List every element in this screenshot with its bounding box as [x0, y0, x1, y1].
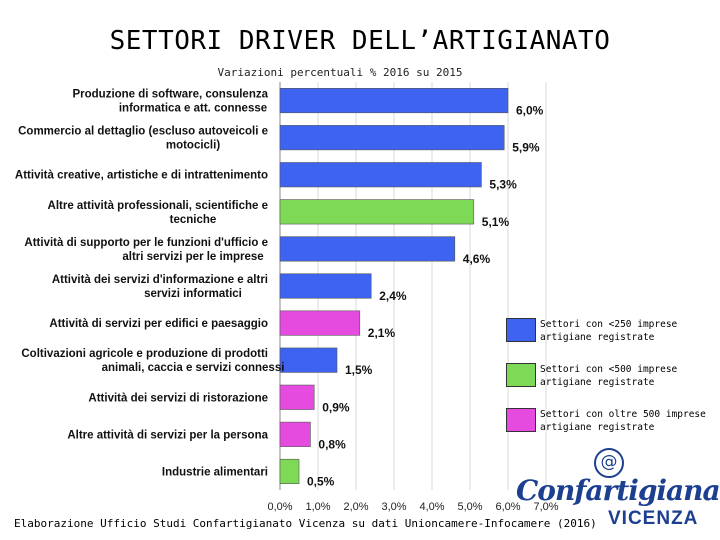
category-label-line: Industrie alimentari	[162, 466, 268, 478]
category-label-line: Attività di supporto per le funzioni d'u…	[24, 237, 268, 249]
category-label-line: Produzione di software, consulenza	[72, 89, 268, 101]
category-label: Altre attività professionali, scientific…	[48, 200, 268, 226]
category-label-line: motocicli)	[166, 140, 220, 152]
category-label: Attività dei servizi d'informazione e al…	[52, 274, 268, 300]
bar	[279, 458, 300, 484]
category-label-line: Attività dei servizi di ristorazione	[88, 392, 268, 404]
bar	[279, 273, 372, 299]
category-label-line: Attività creative, artistiche e di intra…	[15, 170, 268, 182]
bar	[279, 236, 456, 262]
category-label: Commercio al dettaglio (escluso autoveic…	[18, 126, 268, 152]
at-sign-icon: @	[594, 448, 624, 478]
source-note: Elaborazione Ufficio Studi Confartigiana…	[14, 517, 597, 530]
data-label: 2,4%	[379, 289, 407, 303]
legend-label-green: Settori con <500 imprese artigiane regis…	[540, 364, 678, 388]
x-tick-label: 3,0%	[381, 501, 406, 513]
data-label: 6,0%	[516, 104, 544, 118]
category-label-line: informatica e att. connesse	[119, 103, 267, 115]
legend-item-magenta: Settori con oltre 500 imprese artigiane …	[506, 408, 716, 438]
bar	[279, 162, 482, 188]
data-label: 5,9%	[512, 141, 540, 155]
category-label: Produzione di software, consulenza inform…	[72, 89, 268, 115]
data-label: 5,1%	[482, 215, 510, 229]
bar	[279, 310, 361, 336]
logo-city: VICENZA	[608, 508, 699, 529]
bar	[279, 199, 475, 225]
data-label: 0,5%	[307, 474, 335, 488]
logo-wordmark: Confartigianato	[516, 474, 720, 507]
data-label: 2,1%	[368, 326, 396, 340]
legend-swatch-magenta	[506, 408, 536, 432]
category-label-line: servizi informatici	[144, 288, 242, 300]
category-label-line: Coltivazioni agricole e produzione di pr…	[21, 348, 268, 360]
chart-title: SETTORI DRIVER DELL’ARTIGIANATO	[109, 26, 611, 56]
category-label-line: Attività dei servizi d'informazione e al…	[52, 274, 268, 286]
category-label: Attività di supporto per le funzioni d'u…	[24, 237, 268, 263]
category-label-line: altri servizi per le imprese	[122, 251, 263, 263]
bar	[279, 125, 505, 151]
x-tick-label: 4,0%	[419, 501, 444, 513]
legend-label-blue: Settori con <250 imprese artigiane regis…	[540, 319, 678, 343]
legend-item-blue: Settori con <250 imprese artigiane regis…	[506, 318, 716, 348]
category-label-line: Commercio al dettaglio (escluso autoveic…	[18, 126, 268, 138]
category-label-line: Altre attività professionali, scientific…	[48, 200, 268, 212]
legend-swatch-green	[506, 363, 536, 387]
category-label: Attività creative, artistiche e di intra…	[15, 170, 268, 182]
category-label: Altre attività di servizi per la persona	[67, 429, 268, 441]
category-label: Industrie alimentari	[162, 466, 268, 478]
category-label-line: Altre attività di servizi per la persona	[67, 429, 268, 441]
data-label: 5,3%	[489, 178, 517, 192]
data-label: 0,9%	[322, 400, 350, 414]
data-label: 1,5%	[345, 363, 373, 377]
x-tick-label: 5,0%	[457, 501, 482, 513]
category-label-line: tecniche	[170, 214, 217, 226]
data-label: 0,8%	[318, 437, 346, 451]
bar	[279, 347, 338, 373]
bar	[279, 384, 315, 410]
category-label: Attività di servizi per edifici e paesag…	[49, 318, 268, 330]
x-tick-label: 1,0%	[305, 501, 330, 513]
legend-item-green: Settori con <500 imprese artigiane regis…	[506, 363, 716, 393]
x-tick-label: 0,0%	[267, 501, 292, 513]
category-label: Attività dei servizi di ristorazione	[88, 392, 268, 404]
chart-subtitle: Variazioni percentuali % 2016 su 2015	[217, 66, 463, 79]
category-label-line: Attività di servizi per edifici e paesag…	[49, 318, 268, 330]
confartigianato-logo: @ Confartigianato VICENZA	[512, 448, 720, 538]
bar	[279, 88, 509, 114]
category-label-line: animali, caccia e servizi connessi	[102, 362, 285, 374]
x-tick-label: 2,0%	[343, 501, 368, 513]
legend-swatch-blue	[506, 318, 536, 342]
data-label: 4,6%	[463, 252, 491, 266]
x-tick-label: 7,0%	[533, 501, 558, 513]
legend-label-magenta: Settori con oltre 500 imprese artigiane …	[540, 409, 706, 433]
bar	[279, 421, 311, 447]
category-label: Coltivazioni agricole e produzione di pr…	[21, 348, 284, 374]
x-tick-label: 6,0%	[495, 501, 520, 513]
